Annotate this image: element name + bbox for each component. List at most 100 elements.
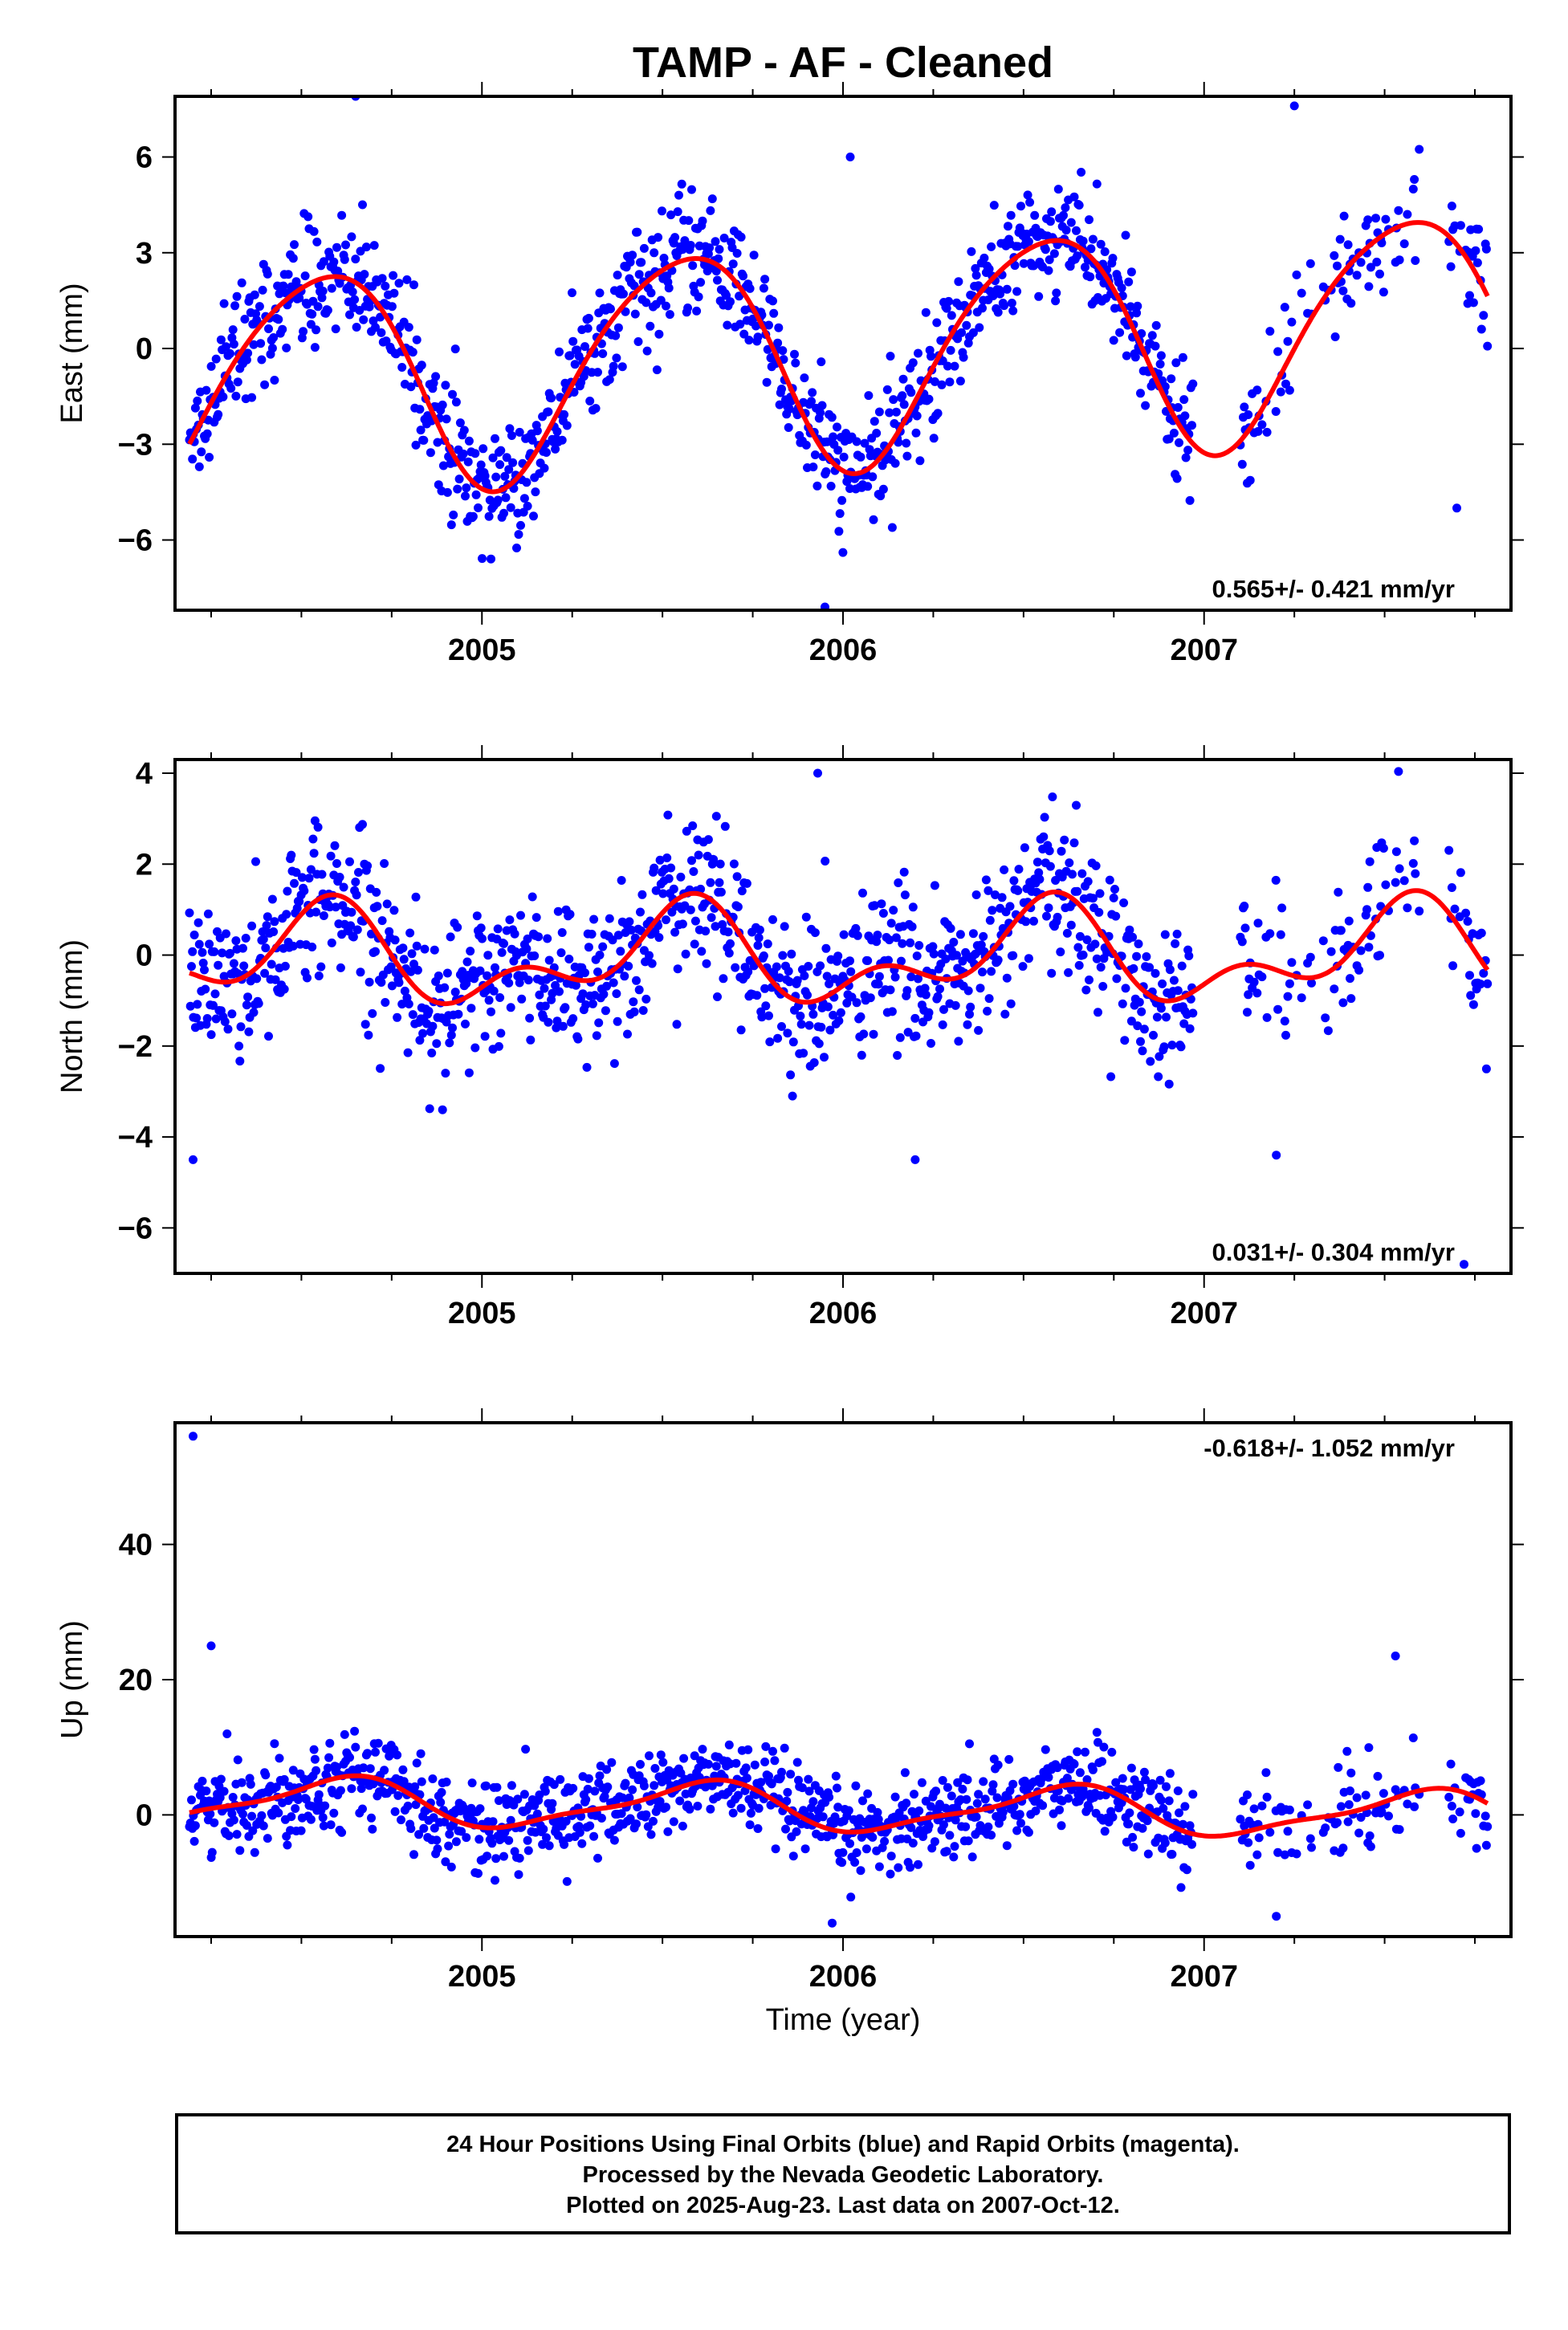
data-point	[403, 1048, 413, 1057]
data-point	[415, 1036, 425, 1045]
data-point	[320, 1801, 330, 1811]
data-point	[984, 264, 994, 274]
data-point	[788, 1851, 798, 1861]
data-point	[1403, 210, 1412, 219]
data-point	[997, 893, 1007, 902]
data-point	[728, 1808, 738, 1818]
data-point	[1249, 977, 1259, 987]
data-point	[911, 428, 921, 438]
data-point	[267, 344, 277, 353]
data-point	[220, 1017, 230, 1026]
data-point	[870, 901, 879, 910]
data-point	[504, 465, 514, 475]
data-point	[692, 306, 702, 316]
data-point	[189, 1432, 198, 1441]
data-point	[662, 915, 670, 925]
data-point	[489, 986, 499, 996]
data-point	[852, 437, 861, 446]
data-point	[965, 1009, 974, 1019]
data-point	[491, 1854, 501, 1864]
data-point	[858, 888, 867, 898]
east-points	[185, 96, 1493, 610]
data-point	[515, 1853, 524, 1863]
data-point	[371, 323, 380, 332]
data-point	[358, 200, 367, 210]
data-point	[340, 255, 349, 264]
data-point	[1471, 246, 1480, 255]
data-point	[932, 318, 942, 328]
data-point	[517, 994, 527, 1004]
data-point	[438, 1105, 447, 1114]
data-point	[309, 226, 319, 236]
data-point	[609, 361, 618, 371]
data-point	[561, 1816, 571, 1826]
data-point	[1117, 283, 1126, 293]
data-point	[753, 941, 763, 950]
data-point	[796, 1012, 805, 1020]
data-point	[703, 1759, 713, 1769]
data-point	[404, 1000, 413, 1008]
data-point	[827, 413, 837, 422]
y-tick-label: 6	[136, 141, 153, 175]
data-point	[437, 1787, 446, 1797]
data-point	[775, 973, 784, 983]
data-point	[822, 972, 832, 981]
data-point	[1085, 1803, 1094, 1813]
data-point	[835, 509, 845, 519]
data-point	[755, 925, 764, 935]
data-point	[821, 467, 831, 476]
data-point	[808, 1797, 818, 1807]
data-point	[480, 1032, 490, 1041]
data-point	[678, 919, 687, 929]
data-point	[1178, 352, 1187, 362]
data-point	[419, 435, 429, 445]
data-point	[1128, 1832, 1138, 1842]
data-point	[218, 948, 227, 958]
data-point	[825, 1792, 834, 1802]
data-point	[911, 1031, 921, 1041]
data-point	[241, 934, 250, 943]
data-point	[470, 1043, 480, 1053]
data-point	[894, 878, 903, 887]
data-point	[639, 243, 649, 253]
data-point	[347, 907, 356, 917]
data-point	[214, 409, 223, 419]
data-point	[735, 291, 744, 301]
data-point	[510, 929, 519, 939]
data-point	[505, 424, 515, 434]
data-point	[419, 1823, 429, 1833]
data-point	[1172, 474, 1182, 483]
data-point	[1128, 932, 1138, 942]
data-point	[412, 335, 422, 344]
data-point	[754, 933, 764, 943]
data-point	[1456, 1828, 1465, 1838]
data-point	[1056, 947, 1065, 957]
data-point	[565, 351, 575, 360]
data-point	[332, 1762, 341, 1772]
data-point	[1167, 374, 1176, 384]
data-point	[1303, 1800, 1313, 1810]
data-point	[307, 309, 317, 319]
data-point	[1171, 939, 1180, 948]
data-point	[1463, 917, 1472, 926]
data-point	[1272, 1912, 1281, 1921]
data-point	[927, 352, 935, 361]
data-point	[345, 1753, 354, 1762]
data-point	[658, 1758, 668, 1767]
data-point	[493, 495, 503, 505]
data-point	[728, 259, 738, 269]
data-point	[1159, 1803, 1168, 1813]
data-point	[497, 947, 507, 957]
data-point	[216, 335, 226, 344]
data-point	[852, 1848, 861, 1857]
data-point	[562, 421, 572, 430]
data-point	[684, 216, 694, 226]
data-point	[260, 968, 270, 978]
data-point	[450, 988, 460, 997]
data-point	[331, 902, 340, 912]
data-point	[993, 955, 1003, 965]
data-point	[300, 271, 310, 281]
data-point	[803, 990, 812, 1000]
data-point	[588, 999, 597, 1008]
data-point	[340, 1729, 349, 1739]
